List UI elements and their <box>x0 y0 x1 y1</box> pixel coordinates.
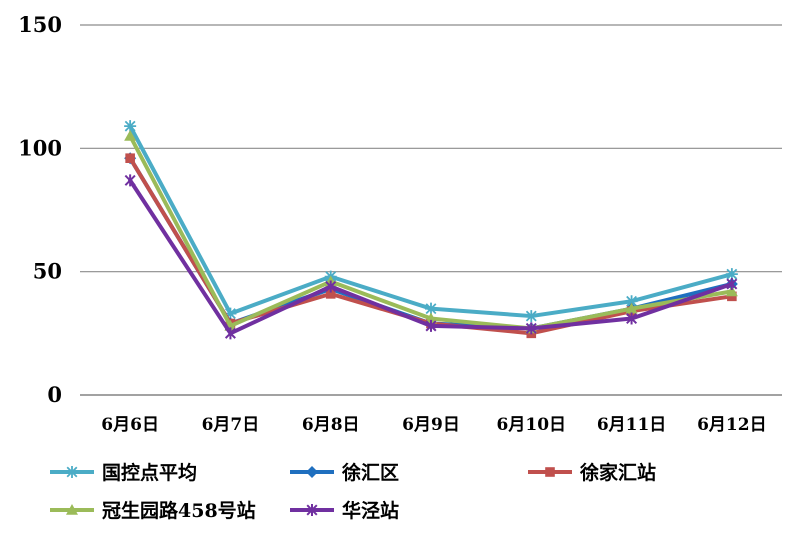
marker-shape <box>725 268 738 281</box>
data-point-s4-6 <box>726 278 738 290</box>
marker-shape <box>425 319 437 332</box>
x-tick-label: 6月7日 <box>202 415 260 435</box>
data-point-s4-2 <box>325 280 337 293</box>
data-point-s0-0 <box>124 120 137 133</box>
data-point-s4-4 <box>525 322 537 335</box>
data-point-s2-2 <box>325 289 336 299</box>
x-tick-label: 6月9日 <box>402 415 460 435</box>
marker-shape <box>224 307 237 320</box>
legend-marker <box>66 504 78 515</box>
data-point-s4-3 <box>425 319 437 332</box>
x-tick-label: 6月10日 <box>497 415 567 435</box>
marker-shape <box>125 153 135 163</box>
legend-marker <box>66 466 78 478</box>
x-tick-label: 6月6日 <box>101 415 159 435</box>
series-line-0 <box>128 124 734 319</box>
x-tick-label: 6月8日 <box>302 415 360 435</box>
legend-label: 冠生园路458号站 <box>102 499 256 522</box>
x-tick-label: 6月12日 <box>697 415 767 435</box>
legend-item-2: 徐家汇站 <box>528 461 656 484</box>
legend-label: 徐家汇站 <box>579 461 656 484</box>
marker-shape <box>425 302 437 315</box>
marker-shape <box>124 120 137 133</box>
data-point-s0-1 <box>224 307 237 320</box>
data-point-s0-3 <box>425 302 437 315</box>
data-point-s3-0 <box>124 130 137 141</box>
legend-item-0: 国控点平均 <box>50 461 197 484</box>
y-tick-label: 150 <box>18 12 62 37</box>
marker-shape <box>725 285 738 297</box>
marker-shape <box>306 504 318 516</box>
marker-shape <box>325 289 336 299</box>
data-point-s3-5 <box>625 302 638 314</box>
marker-shape <box>224 327 236 340</box>
data-point-s0-6 <box>725 268 738 281</box>
marker-shape <box>525 322 537 335</box>
legend-item-3: 冠生园路458号站 <box>50 499 256 522</box>
data-point-s2-6 <box>727 291 737 302</box>
marker-shape <box>66 466 78 478</box>
data-point-s2-0 <box>125 153 135 163</box>
data-point-s4-0 <box>124 174 136 187</box>
data-point-s4-5 <box>626 312 638 325</box>
legend-marker <box>545 467 555 477</box>
marker-shape <box>625 295 638 308</box>
y-tick-label: 0 <box>47 382 62 407</box>
y-tick-label: 50 <box>33 259 62 284</box>
data-point-s4-1 <box>224 327 236 340</box>
data-point-s0-4 <box>525 310 538 323</box>
marker-shape <box>325 280 337 293</box>
y-tick-label: 100 <box>18 135 62 160</box>
marker-shape <box>726 278 738 290</box>
marker-shape <box>626 312 638 325</box>
legend-item-1: 徐汇区 <box>290 461 399 484</box>
legend-marker <box>306 466 318 478</box>
marker-shape <box>625 302 638 314</box>
marker-shape <box>124 130 137 141</box>
legend-marker <box>306 504 318 516</box>
data-point-s0-5 <box>625 295 638 308</box>
marker-shape <box>545 467 555 477</box>
marker-shape <box>306 466 318 478</box>
data-point-s3-3 <box>425 312 437 324</box>
x-tick-label: 6月11日 <box>597 415 667 435</box>
legend-label: 徐汇区 <box>341 461 399 484</box>
marker-shape <box>425 312 437 324</box>
legend-label: 华泾站 <box>342 499 399 522</box>
marker-shape <box>727 291 737 302</box>
marker-shape <box>66 504 78 515</box>
legend-label: 国控点平均 <box>102 461 197 484</box>
marker-shape <box>124 174 136 187</box>
data-point-s3-6 <box>725 285 738 297</box>
legend-item-4: 华泾站 <box>290 499 399 522</box>
marker-shape <box>525 310 538 323</box>
